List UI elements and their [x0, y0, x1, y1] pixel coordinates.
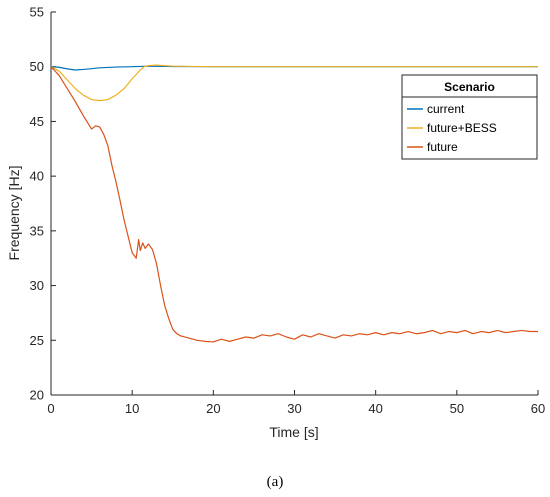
tick-labels: 0 10 20 30 40 50 60 20 25 30 35 40 45 50 55 — [30, 5, 546, 417]
legend-entry-future-bess: future+BESS — [427, 121, 497, 135]
y-tick-label: 50 — [30, 59, 44, 74]
frequency-chart: 0 10 20 30 40 50 60 20 25 30 35 40 45 50 55 Time [s] F… — [6, 5, 546, 441]
y-axis-label: Frequency [Hz] — [6, 166, 22, 261]
legend-entry-current: current — [427, 102, 465, 116]
y-tick-label: 30 — [30, 278, 44, 293]
x-tick-label: 0 — [47, 401, 54, 416]
x-axis-label: Time [s] — [269, 424, 318, 440]
legend-entry-future: future — [427, 140, 458, 154]
figure-caption: (a) — [266, 474, 284, 490]
legend-title: Scenario — [444, 80, 495, 94]
x-tick-label: 30 — [287, 401, 301, 416]
legend: Scenario current future+BESS future — [401, 74, 538, 160]
y-tick-label: 40 — [30, 169, 44, 184]
y-tick-label: 55 — [30, 5, 44, 20]
y-tick-label: 25 — [30, 333, 44, 348]
x-tick-label: 40 — [368, 401, 382, 416]
x-tick-label: 50 — [450, 401, 464, 416]
y-tick-label: 35 — [30, 223, 44, 238]
series-line-future — [50, 66, 538, 343]
series-line-future-bess — [50, 64, 538, 102]
x-tick-label: 20 — [206, 401, 220, 416]
x-tick-label: 10 — [125, 401, 139, 416]
legend-box — [401, 74, 538, 160]
x-tick-label: 60 — [531, 401, 545, 416]
axes — [50, 11, 539, 396]
y-tick-label: 45 — [30, 114, 44, 129]
y-tick-label: 20 — [30, 388, 44, 403]
series-lines — [50, 64, 538, 343]
